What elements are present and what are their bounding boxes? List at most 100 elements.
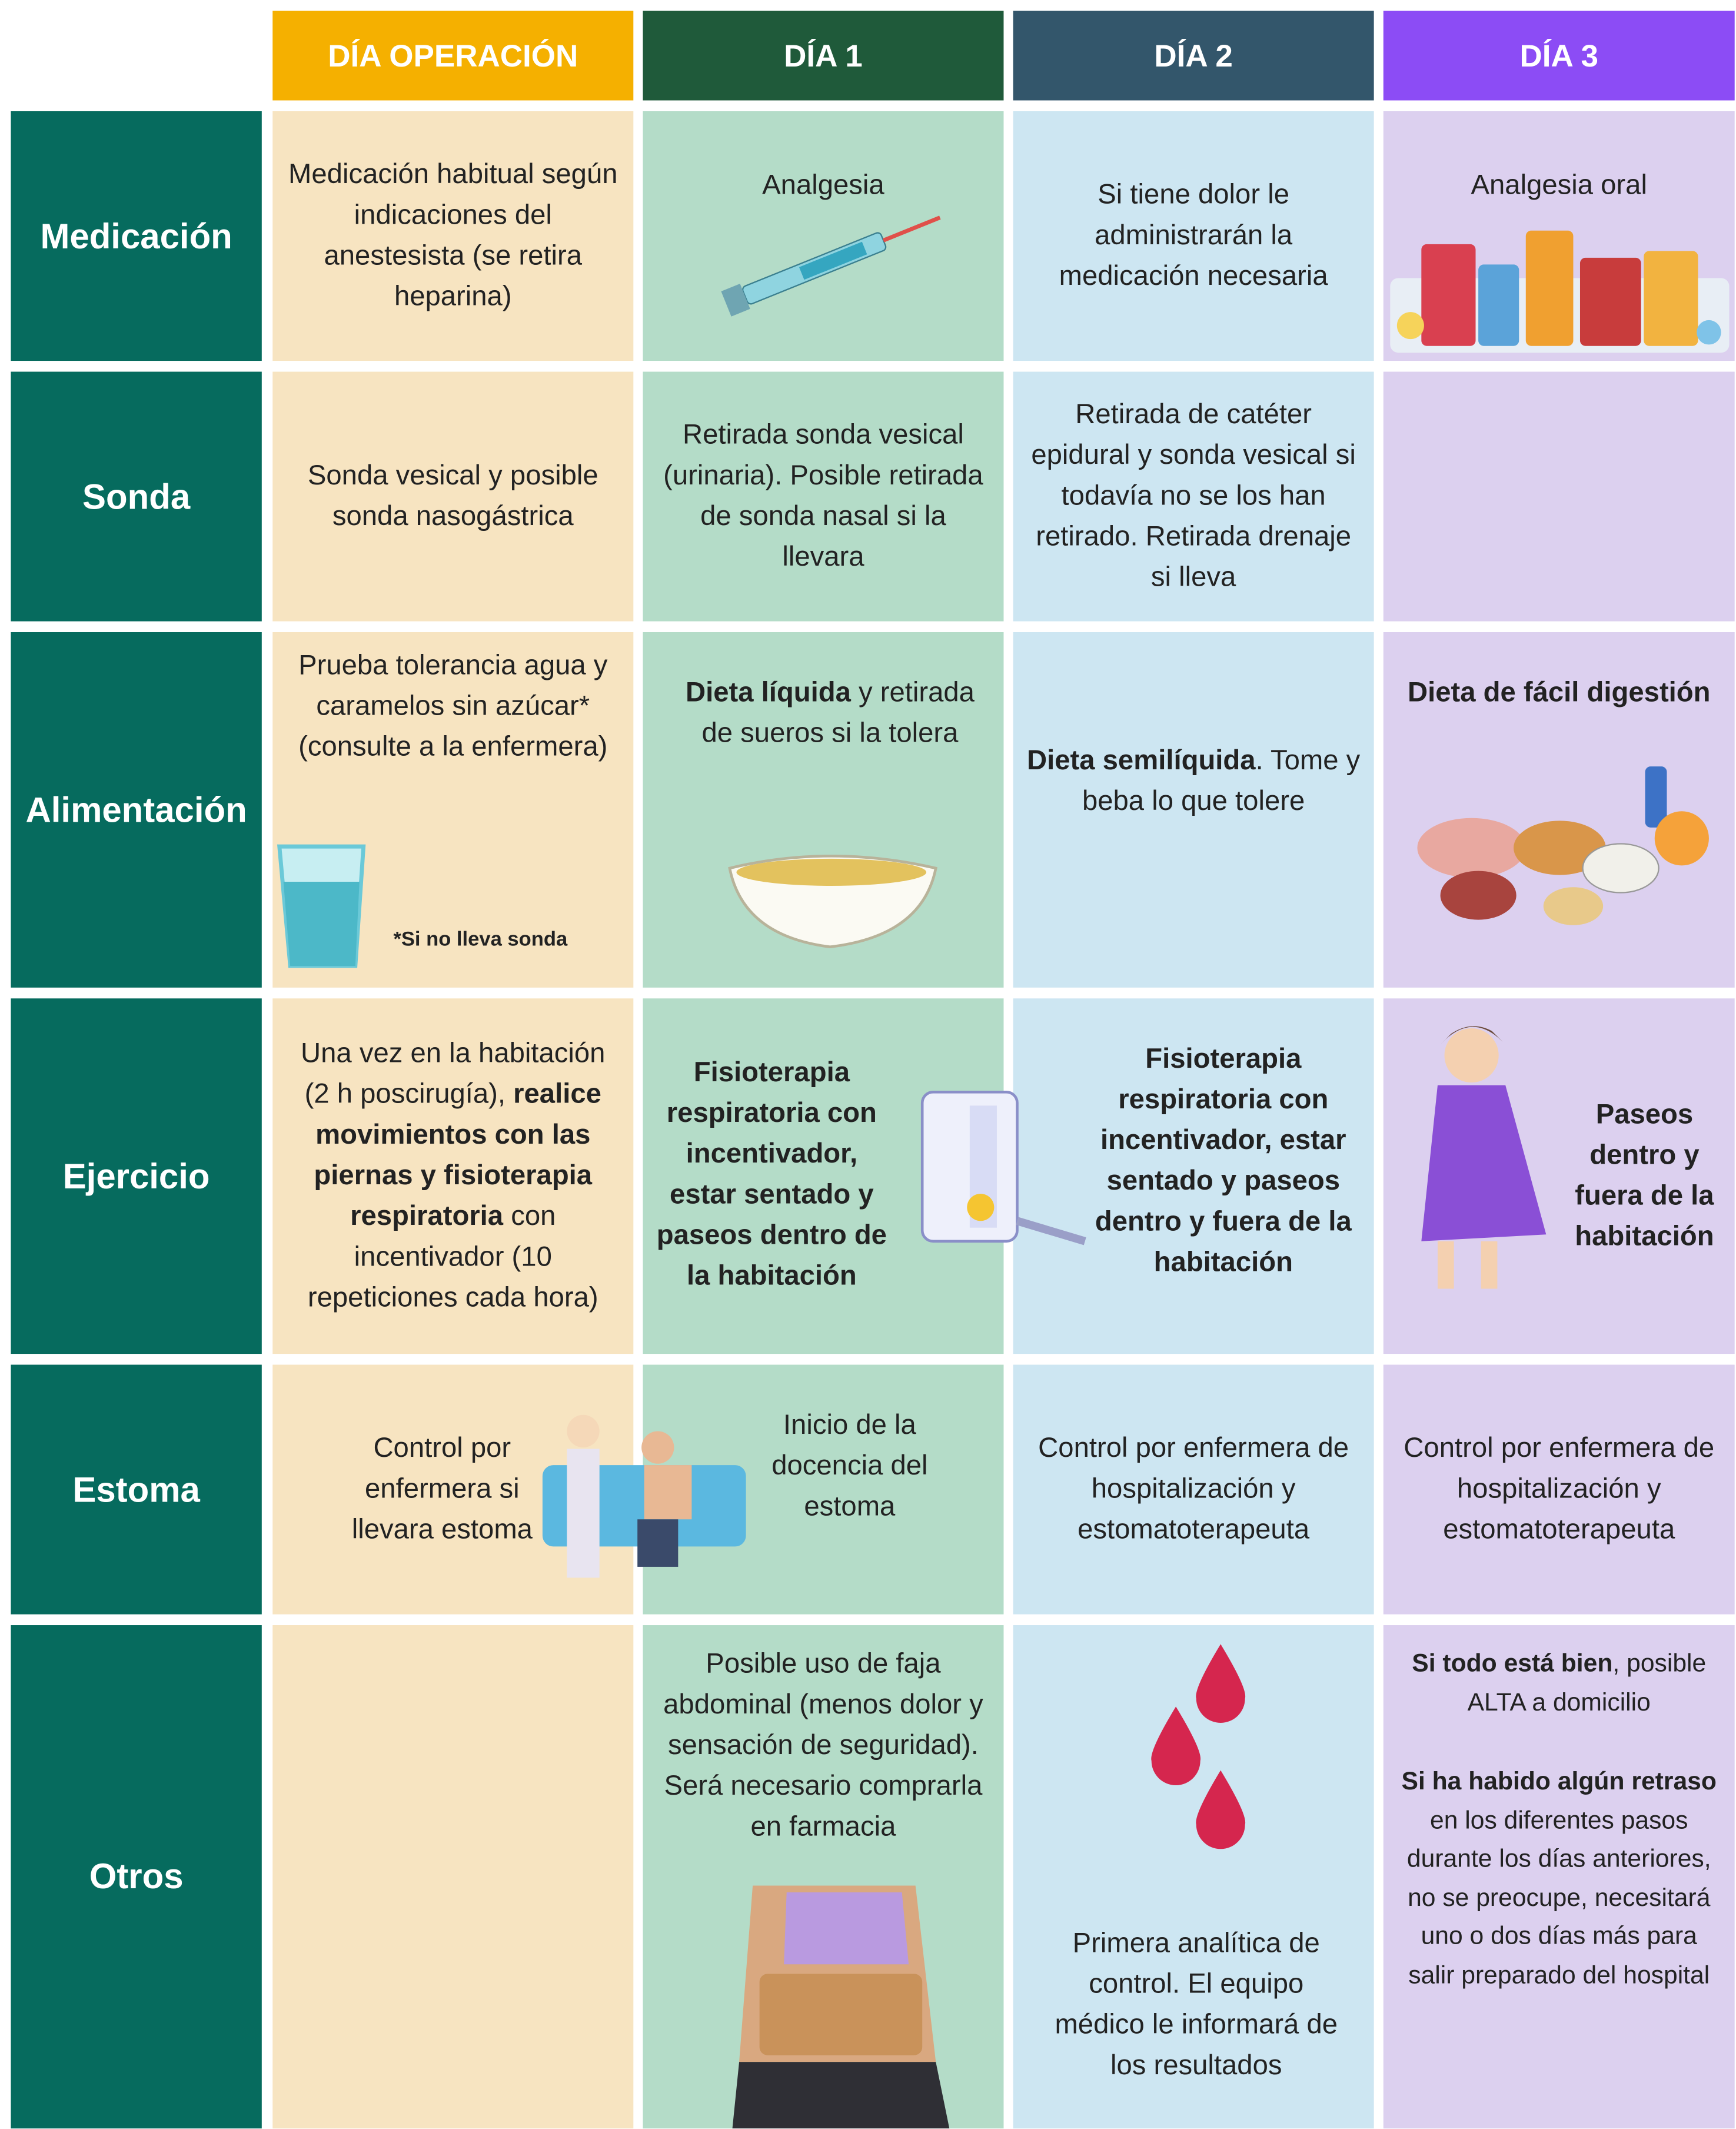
paragraph: Control por enfermera si llevara estoma	[327, 1429, 557, 1550]
row-label: Medicación	[11, 111, 262, 361]
spirometer-icon	[920, 1090, 1086, 1245]
text: Prueba tolerancia agua y caramelos sin a…	[298, 649, 608, 763]
paragraph: Dieta semilíquida. Tome y beba lo que to…	[1027, 740, 1361, 822]
cell-text: Fisioterapia respiratoria con incentivad…	[656, 1025, 887, 1324]
cell-text: Analgesia oral	[1390, 165, 1728, 220]
paragraph: Analgesia	[656, 165, 990, 206]
text: Analgesia oral	[1471, 170, 1647, 201]
cell-text: Prueba tolerancia agua y caramelos sin a…	[286, 646, 620, 822]
paragraph: Si ha habido algún retraso en los difere…	[1397, 1762, 1721, 1994]
table-cell	[643, 371, 1004, 622]
cell-text: Si todo está bien, posible ALTA a domici…	[1397, 1644, 1721, 2105]
bold-text: Fisioterapia respiratoria con incentivad…	[1095, 1043, 1352, 1278]
paragraph: Primera analítica de control. El equipo …	[1054, 1924, 1339, 2087]
text: Primera analítica de control. El equipo …	[1055, 1927, 1338, 2081]
column-header: DÍA 1	[643, 11, 1004, 101]
syringe-icon	[721, 215, 941, 317]
paragraph: Retirada de catéter epidural y sonda ves…	[1027, 395, 1361, 599]
text: con incentivador (10 repeticiones cada h…	[307, 1200, 598, 1313]
cell-text: Si tiene dolor le administrarán la medic…	[1027, 111, 1361, 361]
paragraph: Sonda vesical y posible sonda nasogástri…	[286, 456, 620, 537]
paragraph: Retirada sonda vesical (urinaria). Posib…	[656, 415, 990, 578]
table-cell	[1013, 1625, 1374, 2129]
text: Control por enfermera de hospitalización…	[1404, 1432, 1715, 1546]
row-label: Ejercicio	[11, 998, 262, 1354]
medicines-icon	[1390, 230, 1730, 353]
table-cell	[272, 998, 634, 1354]
paragraph: Paseos dentro y fuera de la habitación	[1559, 1095, 1729, 1258]
table-cell	[1383, 1625, 1735, 2129]
bold-text: Fisioterapia respiratoria con incentivad…	[656, 1057, 887, 1292]
paragraph: Control por enfermera de hospitalización…	[1397, 1429, 1721, 1550]
food-icon	[1417, 766, 1709, 925]
paragraph: Una vez en la habitación (2 h poscirugía…	[286, 1034, 620, 1318]
table-cell	[272, 371, 634, 622]
nurse-patient-icon	[542, 1414, 746, 1578]
text: Retirada sonda vesical (urinaria). Posib…	[663, 419, 983, 573]
paragraph: Posible uso de faja abdominal (menos dol…	[654, 1644, 993, 1848]
column-header: DÍA OPERACIÓN	[272, 11, 634, 101]
cell-text: Inicio de la docencia del estoma	[744, 1406, 955, 1541]
table-cell	[1013, 111, 1374, 361]
text: Una vez en la habitación (2 h poscirugía…	[301, 1038, 606, 1110]
cell-text: Retirada sonda vesical (urinaria). Posib…	[656, 371, 990, 621]
paragraph: Analgesia oral	[1390, 165, 1728, 206]
bowl-icon	[728, 855, 937, 949]
paragraph: Inicio de la docencia del estoma	[744, 1406, 955, 1527]
abdominal-belt-icon	[732, 1885, 950, 2129]
cell-text: Dieta líquida y retirada de sueros si la…	[670, 673, 990, 808]
text: Inicio de la docencia del estoma	[771, 1409, 928, 1522]
cell-text: Dieta semilíquida. Tome y beba lo que to…	[1027, 632, 1361, 931]
paragraph: Fisioterapia respiratoria con incentivad…	[1081, 1039, 1366, 1283]
paragraph: Si tiene dolor le administrarán la medic…	[1027, 175, 1361, 297]
table-cell	[272, 1625, 634, 2129]
row-label: Alimentación	[11, 632, 262, 988]
cell-text: Primera analítica de control. El equipo …	[1054, 1896, 1339, 2114]
woman-icon	[1421, 1026, 1547, 1289]
paragraph: Dieta líquida y retirada de sueros si la…	[670, 673, 990, 754]
text: Si tiene dolor le administrarán la medic…	[1059, 179, 1328, 292]
cell-text: Paseos dentro y fuera de la habitación	[1559, 998, 1729, 1354]
cell-text: Analgesia	[656, 165, 990, 220]
table-cell	[1383, 1364, 1735, 1615]
row-label: Otros	[11, 1625, 262, 2129]
cell-text: Control por enfermera de hospitalización…	[1027, 1365, 1361, 1615]
table-cell	[1013, 998, 1374, 1354]
cell-text: Dieta de fácil digestión	[1397, 673, 1721, 781]
text: y retirada de sueros si la tolera	[701, 677, 975, 749]
cell-text: Control por enfermera si llevara estoma	[327, 1365, 557, 1615]
cell-text: Retirada de catéter epidural y sonda ves…	[1027, 371, 1361, 621]
bold-text: Si todo está bien	[1412, 1648, 1613, 1677]
paragraph: Dieta de fácil digestión	[1397, 673, 1721, 713]
text: Control por enfermera si llevara estoma	[351, 1432, 533, 1546]
paragraph: Fisioterapia respiratoria con incentivad…	[656, 1052, 887, 1297]
table-cell	[1383, 371, 1735, 622]
bold-text: Dieta líquida	[685, 677, 851, 709]
cell-text: Posible uso de faja abdominal (menos dol…	[654, 1644, 993, 1848]
table-cell	[1013, 371, 1374, 622]
bold-text: Paseos dentro y fuera de la habitación	[1575, 1098, 1714, 1253]
table-cell	[643, 111, 1004, 361]
text: Medicación habitual según indicaciones d…	[288, 158, 618, 313]
text: Analgesia	[762, 170, 884, 201]
paragraph: Si todo está bien, posible ALTA a domici…	[1397, 1644, 1721, 1721]
glass-icon	[277, 844, 366, 968]
table-cell	[1013, 1364, 1374, 1615]
row-label: Sonda	[11, 371, 262, 622]
table-cell	[1383, 632, 1735, 988]
paragraph: Medicación habitual según indicaciones d…	[286, 155, 620, 318]
cell-text: Fisioterapia respiratoria con incentivad…	[1081, 1012, 1366, 1310]
paragraph: Control por enfermera de hospitalización…	[1027, 1429, 1361, 1550]
text: en los diferentes pasos durante los días…	[1406, 1805, 1711, 1988]
cell-text: Una vez en la habitación (2 h poscirugía…	[286, 998, 620, 1354]
text: . Tome y beba lo que tolere	[1082, 745, 1361, 817]
column-header: DÍA 2	[1013, 11, 1374, 101]
text: , posible ALTA a domicilio	[1467, 1648, 1707, 1716]
bold-text: realice movimientos con las piernas y fi…	[314, 1078, 601, 1232]
footnote: *Si no lleva sonda	[393, 928, 568, 951]
bold-text: Si ha habido algún retraso	[1401, 1766, 1717, 1795]
text: Control por enfermera de hospitalización…	[1038, 1432, 1349, 1546]
cell-text: Medicación habitual según indicaciones d…	[286, 111, 620, 361]
